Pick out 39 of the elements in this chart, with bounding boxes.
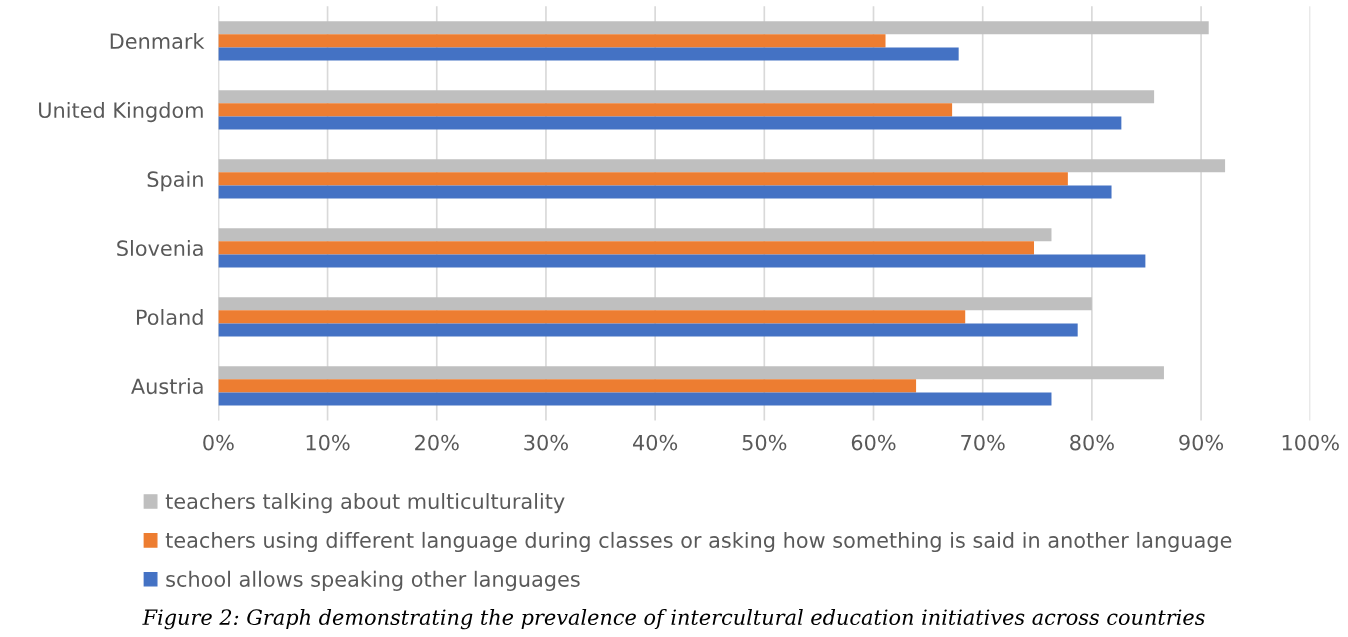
x-tick-label: 40% [632, 434, 678, 451]
bar [218, 366, 1164, 380]
y-tick-label: Spain [147, 170, 203, 192]
bar [218, 241, 1035, 255]
y-tick-label: Denmark [110, 32, 205, 50]
bar [218, 172, 1068, 186]
y-tick-label: United Kingdom [39, 101, 203, 123]
bar [218, 297, 1092, 311]
bar [218, 323, 1078, 337]
legend-label: teachers talking about multiculturality [165, 493, 565, 514]
bar [218, 103, 953, 117]
legend-label: school allows speaking other languages [166, 570, 580, 591]
x-tick-label: 0% [203, 434, 234, 451]
y-tick-label: Poland [136, 308, 203, 326]
bar [218, 228, 1052, 242]
x-tick-label: 20% [415, 434, 459, 451]
bar [218, 254, 1146, 268]
y-tick-label: Slovenia [117, 239, 203, 257]
x-tick-label: 80% [1070, 434, 1114, 451]
x-tick-label: 70% [961, 434, 1005, 451]
bar [218, 90, 1155, 104]
bar [218, 392, 1052, 406]
caption: Figure 2: Graph demonstrating the prevalence of intercultural education initiatives across countries [142, 608, 1205, 630]
x-tick-label: 90% [1179, 434, 1224, 451]
bar [218, 379, 917, 393]
x-tick-label: 10% [306, 434, 350, 451]
bar [218, 47, 959, 61]
y-tick-label: Austria [131, 378, 203, 395]
bar [218, 34, 886, 48]
x-tick-label: 50% [742, 434, 787, 451]
bar [218, 21, 1209, 35]
x-tick-label: 30% [524, 434, 568, 451]
bar [218, 310, 966, 324]
bar [218, 159, 1226, 173]
legend-label: teachers using different language during classes or asking how something is said in another language [165, 531, 1232, 553]
x-tick-label: 100% [1282, 434, 1339, 451]
bar [218, 116, 1122, 130]
x-tick-label: 60% [851, 434, 896, 451]
bar [218, 185, 1112, 199]
